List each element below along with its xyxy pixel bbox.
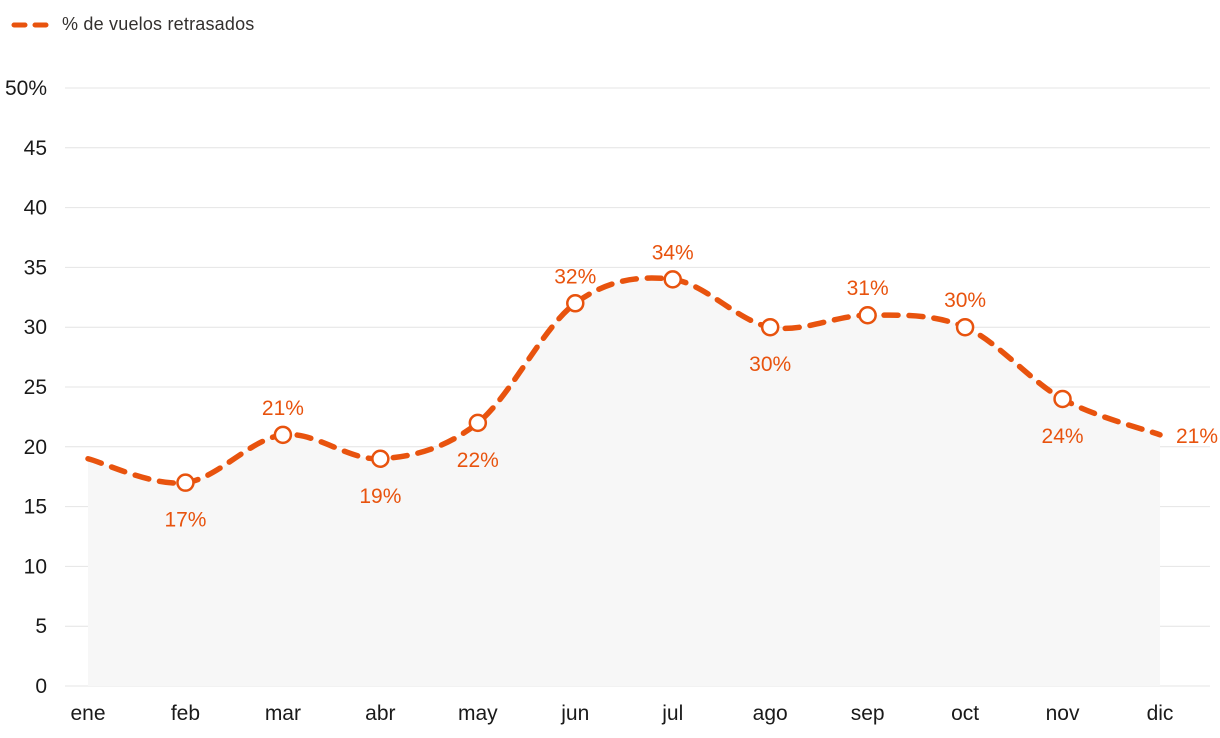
x-tick-label: nov (1046, 702, 1080, 725)
data-point-marker (955, 317, 975, 337)
data-point-marker (468, 413, 488, 433)
y-tick-label: 25 (24, 376, 47, 399)
x-tick-label: abr (365, 702, 395, 725)
data-point-label: 17% (164, 509, 206, 532)
y-tick-label: 20 (24, 436, 47, 459)
x-tick-label: sep (851, 702, 885, 725)
y-tick-label: 50% (5, 77, 47, 100)
x-tick-label: ago (753, 702, 788, 725)
data-point-marker (858, 305, 877, 325)
y-tick-label: 10 (24, 555, 47, 578)
data-point-label: 22% (457, 449, 499, 472)
y-tick-label: 30 (24, 316, 47, 339)
y-tick-label: 5 (35, 615, 47, 638)
data-point-label: 34% (652, 241, 694, 264)
y-tick-label: 0 (35, 675, 47, 698)
data-point-label: 32% (554, 265, 596, 288)
data-point-marker (371, 449, 390, 469)
legend-label: % de vuelos retrasados (62, 14, 255, 34)
data-point-label: 30% (944, 289, 986, 312)
data-point-marker (760, 317, 780, 337)
data-point-marker (176, 473, 195, 492)
legend-dash-icon (11, 22, 49, 27)
series-area (88, 278, 1160, 686)
legend: % de vuelos retrasados (10, 14, 255, 35)
y-tick-label: 40 (24, 197, 47, 220)
data-point-label: 31% (847, 277, 889, 300)
x-tick-label: ene (70, 702, 105, 725)
data-point-label: 24% (1042, 425, 1084, 448)
data-point-marker (566, 294, 585, 313)
x-tick-label: jul (661, 702, 683, 725)
x-tick-label: feb (171, 702, 200, 725)
data-point-label: 30% (749, 353, 791, 376)
data-point-marker (1053, 389, 1072, 409)
x-tick-label: mar (265, 702, 301, 725)
x-tick-label: may (458, 702, 498, 725)
data-point-marker (663, 270, 682, 289)
y-tick-label: 35 (24, 256, 47, 279)
data-point-label: 21% (262, 397, 304, 420)
data-point-marker (273, 425, 293, 445)
data-point-label: 21% (1176, 425, 1218, 448)
data-point-label: 19% (359, 485, 401, 508)
x-tick-label: dic (1147, 702, 1174, 725)
y-tick-label: 45 (24, 137, 47, 160)
y-tick-label: 15 (24, 496, 47, 519)
x-tick-label: oct (951, 702, 979, 725)
x-tick-label: jun (560, 702, 589, 725)
